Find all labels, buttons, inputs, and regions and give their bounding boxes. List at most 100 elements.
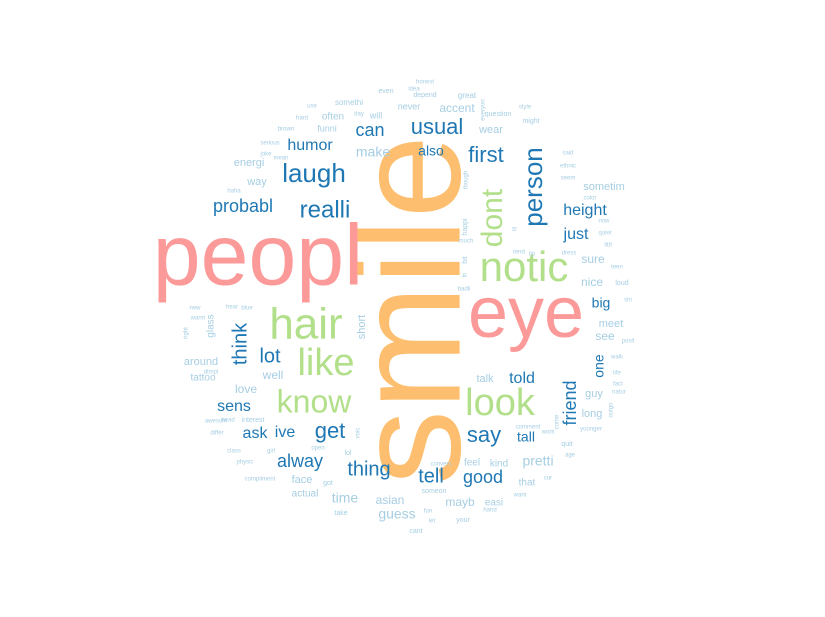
cloud-word: get [315,418,346,443]
cloud-word: eye [468,273,584,353]
cloud-word: long [582,408,603,420]
cloud-word: idea [408,87,420,93]
cloud-word: haha [227,189,241,195]
cloud-word: joke [259,152,272,158]
cloud-word: awesom [205,419,227,425]
cloud-word: guy [585,388,603,400]
cloud-word: teen [611,265,623,271]
cloud-word: everyon [481,99,487,120]
cloud-word: asian [376,493,405,507]
cloud-word: meet [599,318,623,330]
cloud-word: depend [413,92,436,99]
cloud-word: nice [581,275,603,289]
cloud-word: natur [612,390,626,396]
cloud-word: brown [278,127,294,133]
cloud-word: new [189,306,201,312]
cloud-word: never [398,101,421,111]
cloud-word: your [456,517,470,524]
cloud-word: work [541,430,556,436]
cloud-word: friend [560,380,580,425]
cloud-word: think [229,322,251,365]
cloud-word: realli [300,196,351,223]
cloud-word: one [591,354,607,378]
cloud-word: love [235,382,257,396]
cloud-word: girl [267,449,275,455]
cloud-word: use [307,104,317,110]
cloud-word: warm [190,316,206,322]
cloud-word: sens [217,398,251,415]
cloud-word: say [467,422,501,447]
cloud-word: feel [464,458,480,469]
cloud-word: lol [344,450,351,457]
cloud-word: cant [409,528,422,535]
cloud-word: look [465,382,536,424]
cloud-word: might [522,118,539,125]
cloud-word: tall [517,429,535,445]
cloud-word: life [613,371,621,377]
cloud-word: tell [418,465,444,487]
cloud-word: first [468,142,503,167]
cloud-word: ask [243,425,269,442]
cloud-word: actual [292,489,319,500]
cloud-word: hear [226,305,238,311]
cloud-word: differ [210,431,223,437]
cloud-word: sure [581,252,605,266]
cloud-word: cur [544,476,552,482]
cloud-word: well [262,368,284,382]
cloud-word: want [513,493,527,499]
cloud-word: told [509,370,535,387]
cloud-word: just [563,226,589,243]
cloud-word: outgo [609,402,615,418]
cloud-word: open [311,446,324,452]
cloud-word: make [356,144,390,160]
cloud-word: kind [490,459,508,470]
cloud-word: can [355,120,384,140]
cloud-word: someon [422,488,447,495]
cloud-word: come [555,414,561,429]
cloud-word: honest [416,80,434,86]
cloud-word: good [463,467,503,487]
cloud-word: probabl [213,196,273,216]
cloud-word: will [369,110,383,120]
cloud-word: humor [287,137,333,154]
cloud-word: great [458,91,477,100]
cloud-word: accent [439,101,475,115]
cloud-word: blue [241,306,253,312]
cloud-word: dont [476,188,509,247]
cloud-word: much [459,239,474,245]
cloud-word: compliment [245,477,276,483]
cloud-word: comment [516,425,541,431]
cloud-word: bit [462,256,469,263]
cloud-word: serious [260,141,279,147]
cloud-word: even [378,88,393,95]
cloud-word: smile [324,135,492,485]
cloud-word: walk [610,355,624,361]
cloud-word: mayb [445,495,475,509]
cloud-word: style [519,105,532,111]
cloud-word: know [277,383,353,419]
cloud-word: quiet [598,231,611,237]
cloud-word: somethi [335,98,363,107]
cloud-word: see [595,329,615,343]
cloud-word: color [583,196,596,202]
cloud-word: convers [430,462,451,468]
cloud-word: interest [242,417,265,424]
cloud-word: lot [259,345,281,367]
cloud-word: dimpl [204,370,218,376]
cloud-word: funni [317,123,337,133]
cloud-word: face [292,474,313,486]
cloud-word: big [592,295,611,311]
cloud-word: laugh [282,158,346,188]
cloud-word: hair [269,300,342,349]
cloud-word: mean [273,156,288,162]
cloud-word: like [297,342,354,384]
cloud-word: fact [613,382,623,388]
cloud-word: now [598,219,610,225]
cloud-word: easi [485,498,503,509]
cloud-word: pretti [522,453,553,469]
cloud-word: ethnic [560,164,576,170]
cloud-word: hard [296,116,308,122]
cloud-word: said [562,151,573,157]
cloud-word: energi [234,157,265,169]
